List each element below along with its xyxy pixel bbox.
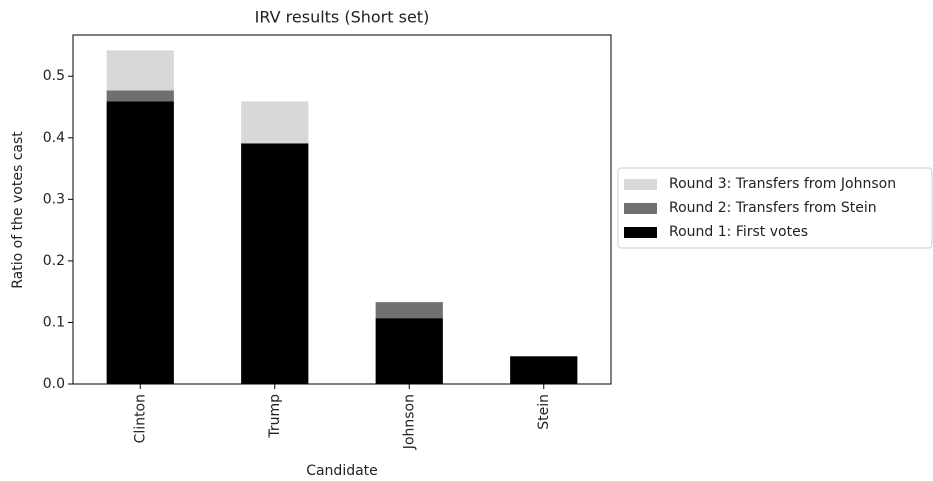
legend-label: Round 1: First votes [669, 224, 808, 240]
y-axis-label: Ratio of the votes cast [10, 131, 26, 289]
bar-segment [510, 356, 578, 384]
legend-box [617, 167, 933, 249]
y-tick-label: 0.4 [43, 130, 65, 146]
plot-frame [72, 34, 612, 385]
x-tick-label: Stein [536, 394, 552, 430]
y-tick-label: 0.3 [43, 191, 65, 207]
x-tick-label: Trump [267, 394, 283, 439]
bar-segment [106, 101, 174, 384]
y-tick-label: 0.5 [43, 68, 65, 84]
bar-segment [241, 101, 309, 144]
bar-segment [375, 318, 443, 384]
bar-segment [106, 90, 174, 102]
legend-swatch [624, 203, 657, 214]
bar-segment [106, 50, 174, 91]
legend-label: Round 2: Transfers from Stein [669, 200, 877, 216]
legend-swatch [624, 179, 657, 190]
x-axis-label: Candidate [306, 463, 378, 479]
x-tick-label: Clinton [132, 394, 148, 443]
y-tick-label: 0.2 [43, 253, 65, 269]
bar-segment [241, 143, 309, 384]
legend-swatch [624, 227, 657, 238]
legend-label: Round 3: Transfers from Johnson [669, 176, 896, 192]
x-tick-label: Johnson [401, 394, 417, 450]
bar-segment [375, 302, 443, 319]
chart-title: IRV results (Short set) [255, 8, 430, 27]
y-tick-label: 0.1 [43, 314, 65, 330]
y-tick-label: 0.0 [43, 376, 65, 392]
